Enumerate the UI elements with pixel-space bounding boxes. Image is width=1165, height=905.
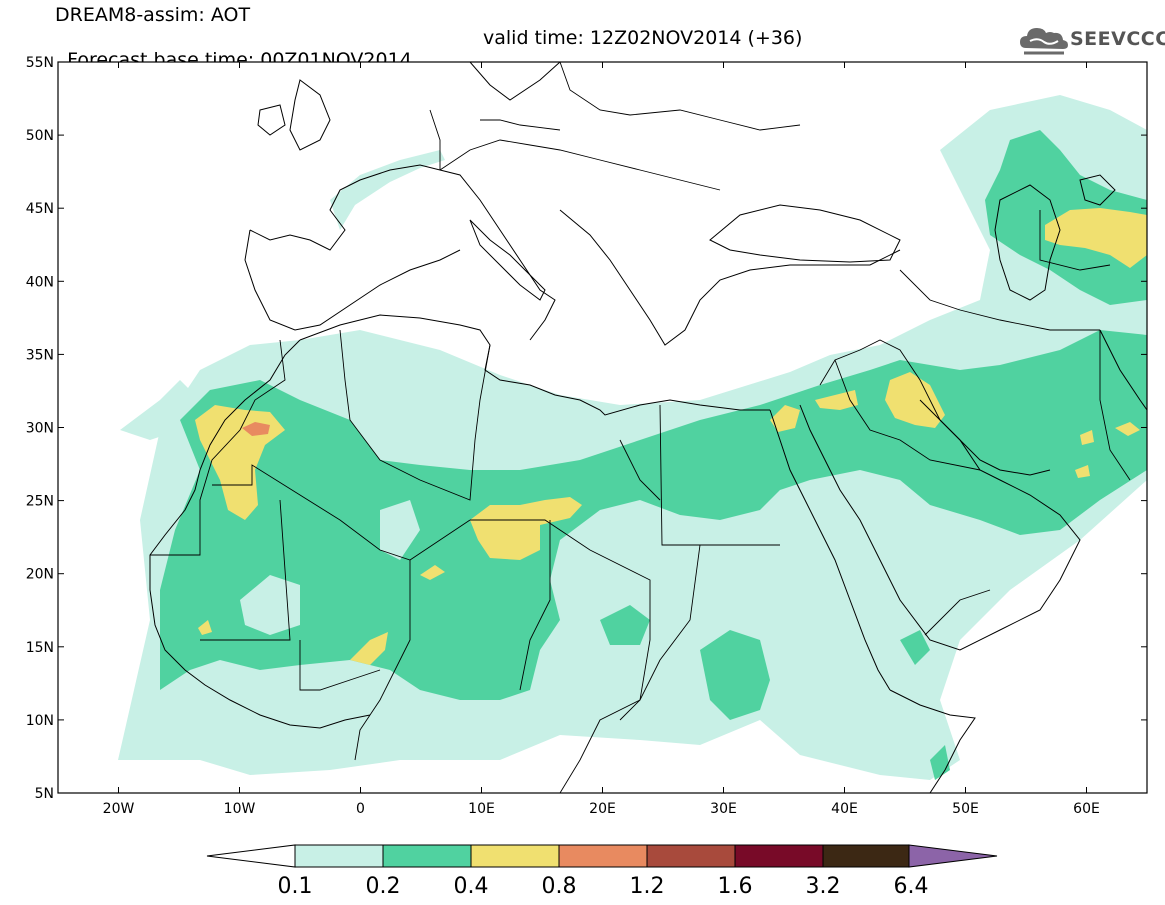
colorbar-box-0.2 — [382, 844, 472, 868]
lon-label: 30E — [710, 801, 737, 817]
lat-label: 35N — [26, 347, 54, 363]
borders — [150, 62, 1131, 793]
colorbar-box-1.6 — [734, 844, 824, 868]
coastlines — [149, 62, 1147, 793]
lat-label: 55N — [26, 55, 54, 71]
lat-label: 30N — [26, 421, 54, 437]
lat-label: 45N — [26, 201, 54, 217]
lat-label: 10N — [26, 713, 54, 729]
lon-label: 60E — [1073, 801, 1100, 817]
lat-label: 50N — [26, 128, 54, 144]
map-title: DREAM8-assim: AOT — [55, 4, 251, 26]
colorbar-box-0.4 — [470, 844, 560, 868]
colorbar-label: 0.1 — [278, 874, 313, 899]
colorbar-box-1.2 — [646, 844, 736, 868]
logo-text: SEEVCCC — [1070, 28, 1165, 50]
longitude-axis: 20W 10W 0 10E 20E 30E 40E 50E 60E — [103, 62, 1100, 817]
lon-label: 10W — [224, 801, 256, 817]
colorbar-labels: 0.1 0.2 0.4 0.8 1.2 1.6 3.2 6.4 — [278, 874, 929, 899]
colorbar-high-triangle — [908, 844, 998, 868]
colorbar: 0.1 0.2 0.4 0.8 1.2 1.6 3.2 6.4 — [206, 844, 998, 899]
aot-layer-0.4 — [195, 208, 1147, 665]
lat-label: 40N — [26, 274, 54, 290]
lat-label: 20N — [26, 567, 54, 583]
colorbar-low-triangle — [206, 844, 296, 868]
lon-label: 10E — [468, 801, 495, 817]
colorbar-box-0.8 — [558, 844, 648, 868]
lon-label: 20E — [589, 801, 616, 817]
lat-label: 15N — [26, 640, 54, 656]
lon-label: 40E — [831, 801, 858, 817]
lat-label: 25N — [26, 494, 54, 510]
lat-label: 5N — [35, 786, 54, 802]
aot-field — [118, 62, 1147, 793]
lon-label: 50E — [952, 801, 979, 817]
lon-label: 0 — [356, 801, 365, 817]
colorbar-label: 3.2 — [806, 874, 841, 899]
lon-label: 20W — [103, 801, 135, 817]
colorbar-label: 1.2 — [630, 874, 665, 899]
cloud-logo-icon — [1020, 28, 1068, 55]
colorbar-label: 0.8 — [542, 874, 577, 899]
aot-layer-0.8 — [242, 422, 270, 436]
colorbar-box-0.1 — [294, 844, 384, 868]
colorbar-label: 1.6 — [718, 874, 753, 899]
colorbar-label: 0.4 — [454, 874, 489, 899]
colorbar-box-3.2 — [822, 844, 910, 868]
seevccc-logo: SEEVCCC — [1018, 22, 1165, 56]
latitude-axis: 55N 50N 45N 40N 35N 30N 25N 20N 15N 10N 5N — [26, 55, 1147, 802]
colorbar-label: 0.2 — [366, 874, 401, 899]
colorbar-label: 6.4 — [894, 874, 929, 899]
valid-time: valid time: 12Z02NOV2014 (+36) — [483, 27, 803, 49]
